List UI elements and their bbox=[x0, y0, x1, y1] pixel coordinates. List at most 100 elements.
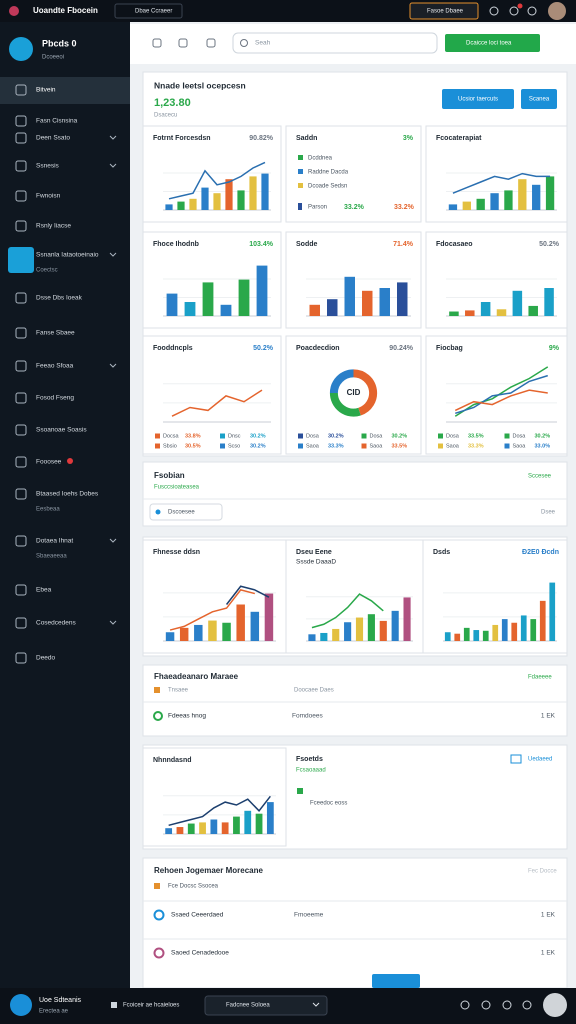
nav-item[interactable]: Dsse Dbs Ioeak bbox=[36, 295, 83, 302]
nav-item[interactable]: Bitvein bbox=[36, 87, 56, 94]
card-sub: Doocaee Daes bbox=[294, 688, 334, 694]
line bbox=[169, 589, 256, 631]
user-sub: Erectea ae bbox=[39, 1009, 69, 1015]
line bbox=[225, 585, 270, 605]
card-action[interactable]: Fec Docce bbox=[528, 869, 557, 875]
bar bbox=[520, 615, 527, 641]
brand-sub: Dcoeeoi bbox=[42, 55, 64, 61]
card-action[interactable]: Uedaeed bbox=[528, 757, 552, 763]
nav-item[interactable]: Deedo bbox=[36, 655, 56, 662]
card-sub: Dsacecu bbox=[154, 113, 177, 119]
bottom-icon[interactable] bbox=[481, 1000, 491, 1010]
bottom-avatar[interactable] bbox=[543, 993, 567, 1017]
list-card bbox=[142, 664, 568, 737]
legend-swatch bbox=[155, 433, 160, 439]
bar bbox=[518, 179, 527, 210]
nav-icon bbox=[15, 292, 27, 304]
line bbox=[452, 172, 551, 194]
nav-icon bbox=[15, 84, 27, 96]
bar bbox=[391, 610, 399, 641]
bar bbox=[327, 299, 338, 316]
nav-item[interactable]: Ebea bbox=[36, 587, 52, 594]
nav-icon bbox=[15, 190, 27, 202]
card-action[interactable]: Sccesee bbox=[528, 474, 552, 480]
bar bbox=[528, 305, 538, 316]
bar bbox=[379, 288, 390, 316]
bottom-icon[interactable] bbox=[502, 1000, 512, 1010]
top-button-label: Dbae Ccraeer bbox=[135, 9, 172, 15]
legend-value: 33.0% bbox=[535, 443, 551, 449]
top-button[interactable] bbox=[114, 3, 183, 19]
legend-value: 30.2% bbox=[328, 433, 344, 439]
bar bbox=[309, 304, 320, 316]
floating-button[interactable] bbox=[372, 974, 420, 988]
bar bbox=[492, 624, 499, 641]
dropdown-label: Fadcnee Soloea bbox=[226, 1003, 270, 1009]
bar bbox=[480, 302, 491, 316]
nav-item[interactable]: Deen Ssato bbox=[36, 135, 70, 142]
nav-item[interactable]: Fooosee bbox=[36, 459, 62, 466]
nav-sub: Eesbeaa bbox=[36, 507, 60, 513]
nav-item[interactable]: Btaased Ioehs Dobes bbox=[36, 491, 99, 498]
right-button[interactable] bbox=[409, 2, 479, 20]
nav-item[interactable]: Cosedcedens bbox=[36, 620, 76, 627]
bar bbox=[320, 632, 328, 641]
bar bbox=[187, 823, 195, 834]
legend-swatch bbox=[438, 443, 443, 449]
avatar[interactable] bbox=[548, 2, 566, 20]
bar bbox=[532, 184, 541, 210]
chart-title: Sodde bbox=[296, 241, 317, 248]
nav-item[interactable]: Ssnesis bbox=[36, 163, 60, 170]
toolbar-icon[interactable] bbox=[152, 38, 162, 48]
chart-card bbox=[285, 125, 422, 223]
active-item-bg bbox=[0, 77, 130, 104]
bar bbox=[367, 614, 375, 641]
legend-swatch bbox=[220, 443, 225, 449]
new-button[interactable] bbox=[445, 34, 540, 52]
overview-button[interactable] bbox=[521, 89, 557, 109]
legend-label: Saoa bbox=[513, 443, 527, 449]
nav-item[interactable]: Fwnoisn bbox=[36, 193, 61, 200]
legend-swatch bbox=[298, 433, 303, 439]
right-button-label: Fasoe Dbaee bbox=[427, 9, 464, 15]
bottom-dropdown[interactable] bbox=[204, 995, 328, 1016]
bar bbox=[213, 193, 221, 210]
nav-item[interactable]: Rsnly Iiacse bbox=[36, 223, 71, 230]
nav-item[interactable]: Fasn Cisnsina bbox=[36, 118, 78, 125]
bar bbox=[166, 293, 178, 316]
nav-item[interactable]: Ssnanla Iataotoeinaio bbox=[36, 252, 99, 259]
button-label: Scanea bbox=[529, 97, 550, 103]
line bbox=[168, 795, 271, 827]
nav-item[interactable]: Fanse Sbaee bbox=[36, 330, 75, 337]
nav-item[interactable]: Feeao Sfoaa bbox=[36, 363, 74, 370]
bar bbox=[449, 311, 459, 316]
bottom-icon[interactable] bbox=[460, 1000, 470, 1010]
bottom-icon[interactable] bbox=[522, 1000, 532, 1010]
card-action[interactable]: Fdaeeee bbox=[528, 675, 552, 681]
bar bbox=[208, 620, 217, 641]
row-label: Saoed Cenadedooe bbox=[171, 950, 229, 957]
chart-title: Fhnesse ddsn bbox=[153, 549, 200, 556]
top-icon[interactable] bbox=[489, 6, 499, 16]
chevron bbox=[109, 163, 117, 168]
nav-item[interactable]: Ssoanoae Soasis bbox=[36, 427, 87, 434]
toolbar-icon[interactable] bbox=[206, 38, 216, 48]
legend-swatch bbox=[155, 443, 160, 449]
dropdown[interactable] bbox=[149, 503, 223, 521]
top-icon[interactable] bbox=[509, 6, 519, 16]
bar bbox=[237, 190, 245, 210]
chart-title: Fooddncpls bbox=[153, 345, 193, 352]
bar bbox=[332, 628, 340, 641]
nav-item[interactable]: Fosod Fseng bbox=[36, 395, 74, 402]
search-box[interactable] bbox=[232, 32, 438, 54]
nav-item[interactable]: Dotaea Ihnat bbox=[36, 538, 73, 545]
top-icon[interactable] bbox=[527, 6, 537, 16]
bar bbox=[249, 176, 257, 210]
bar bbox=[448, 204, 458, 210]
bar bbox=[184, 302, 196, 316]
chart-badge: 103.4% bbox=[249, 241, 274, 248]
brand-logo bbox=[9, 37, 33, 61]
nav-icon bbox=[15, 132, 27, 144]
overview-button[interactable] bbox=[442, 89, 514, 109]
toolbar-icon[interactable] bbox=[178, 38, 188, 48]
